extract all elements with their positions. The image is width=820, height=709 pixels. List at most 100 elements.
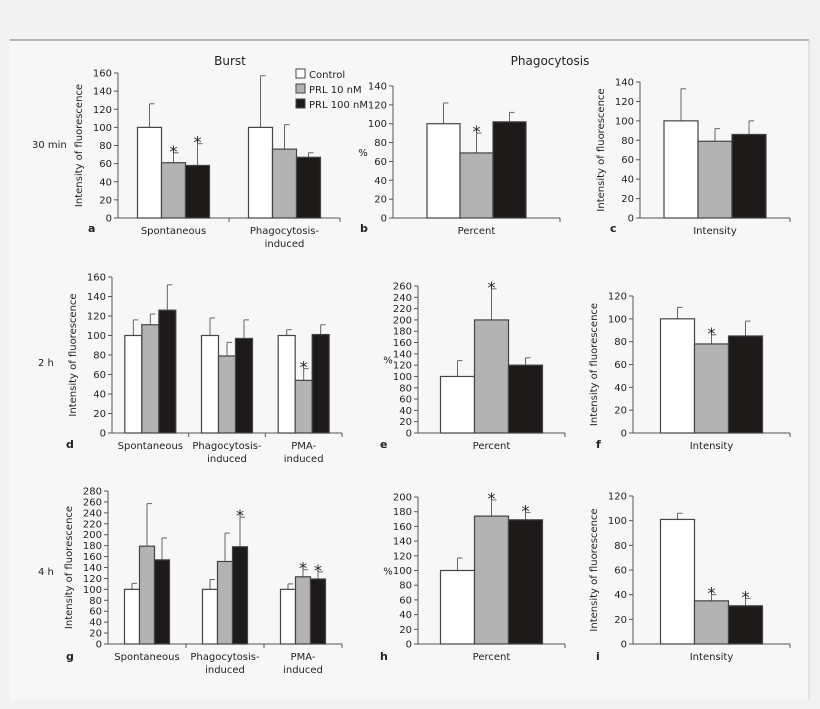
y-tick-label: 20 [374, 195, 387, 206]
significance-asterisk: * [300, 358, 308, 377]
y-tick-label: 120 [93, 105, 112, 116]
y-tick-label: 160 [93, 69, 112, 80]
y-tick-label: 160 [393, 522, 412, 533]
legend-label-control: Control [309, 70, 345, 81]
y-tick-label: 140 [393, 349, 412, 360]
y-axis-label: Intensity of fluorescence [64, 506, 75, 629]
x-category-label: Spontaneous [141, 226, 206, 237]
y-tick-label: 40 [93, 390, 106, 401]
panel-d: 0 20 40 60 80 100 120 140 160 Intensity of fluore… [66, 273, 343, 465]
legend-swatch-control [295, 68, 306, 79]
bar-control [659, 518, 696, 645]
y-tick-label: 260 [83, 497, 102, 508]
y-tick-label: 0 [621, 640, 627, 651]
y-tick-label: 0 [621, 429, 627, 440]
bar-prl-10-nm [473, 515, 510, 645]
y-tick-label: 0 [106, 214, 112, 225]
y-tick-label: 80 [614, 541, 627, 552]
panel-letter: a [88, 222, 95, 235]
y-tick-label: 180 [83, 541, 102, 552]
y-tick-label: 80 [614, 337, 627, 348]
y-tick-label: 220 [83, 519, 102, 530]
bar-control [123, 588, 141, 645]
x-category-label: Phagocytosis- [250, 226, 320, 237]
significance-asterisk: * [314, 561, 322, 580]
panel-letter: f [596, 438, 601, 451]
y-tick-label: 40 [99, 177, 112, 188]
panel-letter: b [360, 222, 368, 235]
y-axis-label: % [358, 148, 368, 159]
significance-asterisk: * [488, 278, 496, 297]
bar-control [247, 126, 274, 219]
y-tick-label: 60 [99, 159, 112, 170]
bar-prl-100-nm [309, 578, 327, 645]
y-tick-label: 200 [393, 493, 412, 504]
x-category-label: Intensity [693, 226, 737, 237]
y-tick-label: 140 [368, 82, 387, 93]
y-tick-label: 140 [393, 537, 412, 548]
bar-prl-10-nm [697, 140, 733, 219]
panel-letter: h [380, 650, 388, 663]
panel-i: 0 20 40 60 80 100 120 Intensity of fluorescence… [589, 492, 791, 663]
x-category-label: Phagocytosis- [190, 652, 260, 663]
panel-a: 0 20 40 60 80 100 120 140 160 Intensity of fluore… [74, 69, 341, 250]
y-tick-label: 60 [93, 370, 106, 381]
y-tick-label: 200 [393, 315, 412, 326]
bar-prl-10-nm [693, 600, 730, 645]
bar-control [279, 588, 297, 645]
legend-label-prl100: PRL 100 nM [309, 100, 368, 111]
y-tick-label: 60 [399, 395, 412, 406]
y-tick-label: 60 [614, 566, 627, 577]
bar-control [663, 120, 699, 219]
significance-asterisk: * [708, 324, 716, 343]
y-tick-label: 0 [100, 429, 106, 440]
bar-prl-100-nm [727, 605, 764, 645]
bar-control [200, 334, 220, 434]
y-axis-label: % [383, 567, 393, 578]
column-title-phagocytosis: Phagocytosis [511, 54, 590, 68]
panel-letter: g [66, 650, 74, 663]
y-tick-label: 160 [87, 273, 106, 284]
y-axis-label: Intensity of fluorescence [68, 293, 79, 416]
y-tick-label: 0 [381, 214, 387, 225]
significance-asterisk: * [170, 142, 178, 161]
panel-c: 0 20 40 60 80 100 120 140 Intensity of fluoresce… [596, 78, 791, 237]
bar-prl-10-nm [473, 319, 510, 434]
significance-asterisk: * [708, 584, 716, 603]
panel-f: 0 20 40 60 80 100 120 Intensity of fluorescence… [589, 292, 791, 452]
y-tick-label: 100 [368, 119, 387, 130]
y-tick-label: 20 [614, 406, 627, 417]
y-tick-label: 40 [621, 175, 634, 186]
y-tick-label: 160 [83, 552, 102, 563]
y-tick-label: 80 [621, 136, 634, 147]
bar-prl-10-nm [141, 324, 160, 434]
y-tick-label: 220 [393, 304, 412, 315]
y-tick-label: 140 [87, 292, 106, 303]
y-tick-label: 280 [83, 487, 102, 498]
bar-prl-100-nm [295, 156, 322, 219]
x-category-label: Spontaneous [114, 652, 179, 663]
x-category-label: induced [207, 454, 247, 465]
bar-prl-100-nm [184, 164, 211, 219]
bar-control [124, 334, 143, 434]
y-tick-label: 0 [406, 429, 412, 440]
x-category-label: induced [205, 665, 245, 676]
bar-prl-10-nm [294, 576, 312, 645]
significance-asterisk: * [522, 501, 530, 520]
y-tick-label: 80 [374, 138, 387, 149]
y-tick-label: 100 [393, 566, 412, 577]
bar-prl-100-nm [153, 559, 171, 645]
y-axis-label: Intensity of fluorescence [589, 303, 600, 426]
y-tick-label: 100 [608, 516, 627, 527]
significance-asterisk: * [236, 506, 244, 525]
y-tick-label: 40 [614, 383, 627, 394]
bar-prl-10-nm [271, 148, 298, 219]
bar-prl-10-nm [693, 343, 730, 434]
bar-control [277, 334, 296, 434]
significance-asterisk: * [194, 133, 202, 152]
y-tick-label: 40 [614, 590, 627, 601]
y-tick-label: 180 [393, 327, 412, 338]
